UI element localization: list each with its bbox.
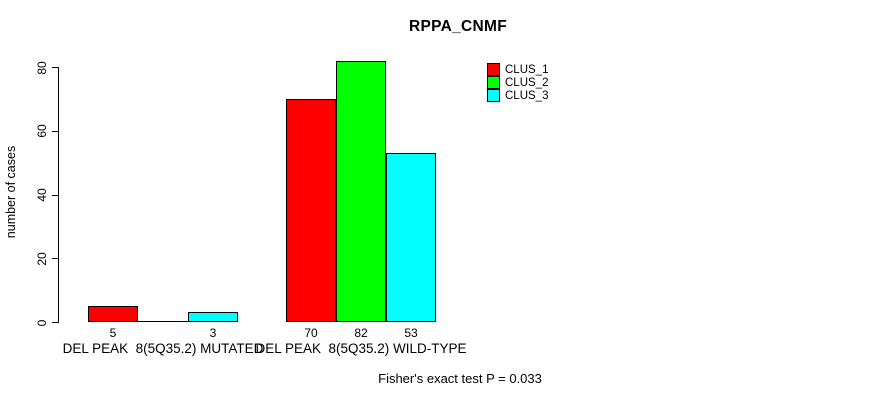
bar-value-label: 53	[404, 326, 418, 340]
y-axis-title: number of cases	[4, 145, 18, 239]
chart-title: RPPA_CNMF	[408, 18, 508, 35]
y-tick-label: 40	[35, 188, 49, 202]
y-tick	[52, 67, 58, 68]
bar	[138, 321, 188, 322]
y-tick	[52, 258, 58, 260]
y-tick	[52, 194, 58, 196]
y-tick-label: 20	[35, 252, 49, 266]
category-label: DEL PEAK 8(5Q35.2) WILD-TYPE	[255, 341, 467, 356]
bar-value-label: 5	[109, 326, 117, 340]
bar-value-label: 70	[304, 326, 318, 340]
bar	[188, 312, 238, 322]
legend-swatch	[487, 63, 500, 76]
legend-label: CLUS_1	[505, 63, 549, 76]
bar	[336, 60, 386, 322]
legend-label: CLUS_3	[505, 89, 549, 102]
category-label: DEL PEAK 8(5Q35.2) MUTATED	[62, 341, 264, 356]
y-tick-label: 0	[35, 319, 49, 326]
legend-swatch	[487, 76, 500, 89]
y-tick-label: 60	[35, 124, 49, 138]
stat-annotation: Fisher's exact test P = 0.033	[378, 371, 542, 386]
y-tick-label: 80	[35, 60, 49, 75]
y-tick	[52, 130, 58, 132]
bar-value-label: 3	[209, 326, 217, 340]
legend-swatch	[487, 89, 500, 102]
bar-value-label: 82	[354, 326, 368, 340]
bar	[286, 98, 336, 322]
bar	[386, 153, 436, 322]
bar	[88, 306, 138, 322]
y-axis-line	[58, 67, 59, 323]
legend-label: CLUS_2	[505, 76, 549, 89]
y-tick	[52, 322, 58, 323]
